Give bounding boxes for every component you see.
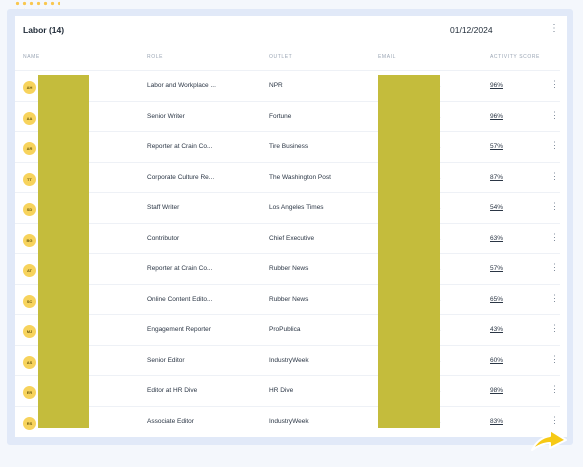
row-more-options-icon[interactable]: ⋮ <box>550 79 559 89</box>
column-header-role[interactable]: ROLE <box>147 54 164 60</box>
table-row[interactable]: TT Corporate Culture Re... The Washington … <box>15 161 560 194</box>
activity-score-link[interactable]: 60% <box>490 356 504 364</box>
role-cell: Reporter at Crain Co... <box>147 143 213 150</box>
activity-score-link[interactable]: 98% <box>490 387 504 394</box>
outlet-cell: IndustryWeek <box>269 356 309 364</box>
redaction-block-names <box>38 75 89 428</box>
outlet-cell: Rubber News <box>269 295 309 303</box>
row-more-options-icon[interactable]: ⋮ <box>550 353 559 364</box>
avatar: SD <box>23 203 36 216</box>
column-header-outlet[interactable]: OUTLET <box>269 54 293 60</box>
role-cell: Editor at HR Dive <box>147 387 198 394</box>
role-cell: Online Content Edito... <box>147 295 213 303</box>
role-cell: Staff Writer <box>147 204 180 211</box>
arrow-icon <box>531 429 567 451</box>
role-cell: Reporter at Crain Co... <box>147 265 213 272</box>
activity-score-link[interactable]: 54% <box>490 204 504 211</box>
outlet-cell: Chief Executive <box>269 234 315 242</box>
avatar: AH <box>23 81 36 94</box>
outlet-cell: Tire Business <box>269 143 309 150</box>
role-cell: Senior Writer <box>147 112 185 120</box>
row-more-options-icon[interactable]: ⋮ <box>550 201 559 211</box>
outlet-cell: The Washington Post <box>269 173 331 181</box>
column-header-activity-score[interactable]: ACTIVITY SCORE <box>490 54 540 60</box>
row-more-options-icon[interactable]: ⋮ <box>550 140 559 150</box>
column-header-name[interactable]: NAME <box>23 54 40 60</box>
outlet-cell: HR Dive <box>269 387 294 394</box>
activity-score-link[interactable]: 57% <box>490 265 504 272</box>
avatar: TT <box>23 172 36 186</box>
outlet-cell: IndustryWeek <box>269 417 309 425</box>
row-more-options-icon[interactable]: ⋮ <box>550 323 559 333</box>
outlet-cell: Fortune <box>269 112 292 120</box>
outlet-cell: ProPublica <box>269 326 301 333</box>
activity-score-link[interactable]: 65% <box>490 295 504 303</box>
avatar: SC <box>23 294 36 308</box>
list-title: Labor (14) <box>23 25 65 35</box>
role-cell: Contributor <box>147 234 180 242</box>
row-more-options-icon[interactable]: ⋮ <box>550 262 559 272</box>
outlet-cell: Rubber News <box>269 265 309 272</box>
role-cell: Senior Editor <box>147 356 185 364</box>
row-more-options-icon[interactable]: ⋮ <box>550 231 559 242</box>
avatar: RS <box>23 416 36 430</box>
role-cell: Labor and Workplace ... <box>147 82 216 89</box>
row-more-options-icon[interactable]: ⋮ <box>550 109 559 120</box>
role-cell: Associate Editor <box>147 417 194 425</box>
outlet-cell: NPR <box>269 82 283 89</box>
avatar: AR <box>23 142 36 155</box>
activity-score-link[interactable]: 57% <box>490 143 504 150</box>
redaction-block-emails <box>378 75 440 428</box>
role-cell: Corporate Culture Re... <box>147 173 215 181</box>
list-date: 01/12/2024 <box>450 25 493 35</box>
activity-score-link[interactable]: 43% <box>490 326 504 333</box>
activity-score-link[interactable]: 63% <box>490 234 504 242</box>
outlet-cell: Los Angeles Times <box>269 204 324 211</box>
column-header-email[interactable]: EMAIL <box>378 54 397 60</box>
contacts-table-card: Labor (14) 01/12/2024 ⋮ NAME ROLE OUTLET… <box>15 16 567 437</box>
card-header: Labor (14) 01/12/2024 ⋮ <box>15 16 567 44</box>
activity-score-link[interactable]: 96% <box>490 112 504 120</box>
activity-score-link[interactable]: 87% <box>490 173 504 181</box>
avatar: MJ <box>23 325 36 338</box>
row-more-options-icon[interactable]: ⋮ <box>550 292 559 303</box>
role-cell: Engagement Reporter <box>147 326 211 333</box>
avatar: AA <box>23 111 36 125</box>
activity-score-link[interactable]: 96% <box>490 82 504 89</box>
avatar: AT <box>23 264 36 277</box>
avatar: BG <box>23 233 36 247</box>
row-more-options-icon[interactable]: ⋮ <box>550 414 559 425</box>
more-options-icon[interactable]: ⋮ <box>549 23 559 34</box>
avatar: AS <box>23 355 36 369</box>
activity-score-link[interactable]: 83% <box>490 417 504 425</box>
row-more-options-icon[interactable]: ⋮ <box>550 384 559 394</box>
avatar: ER <box>23 386 36 399</box>
row-more-options-icon[interactable]: ⋮ <box>550 170 559 181</box>
